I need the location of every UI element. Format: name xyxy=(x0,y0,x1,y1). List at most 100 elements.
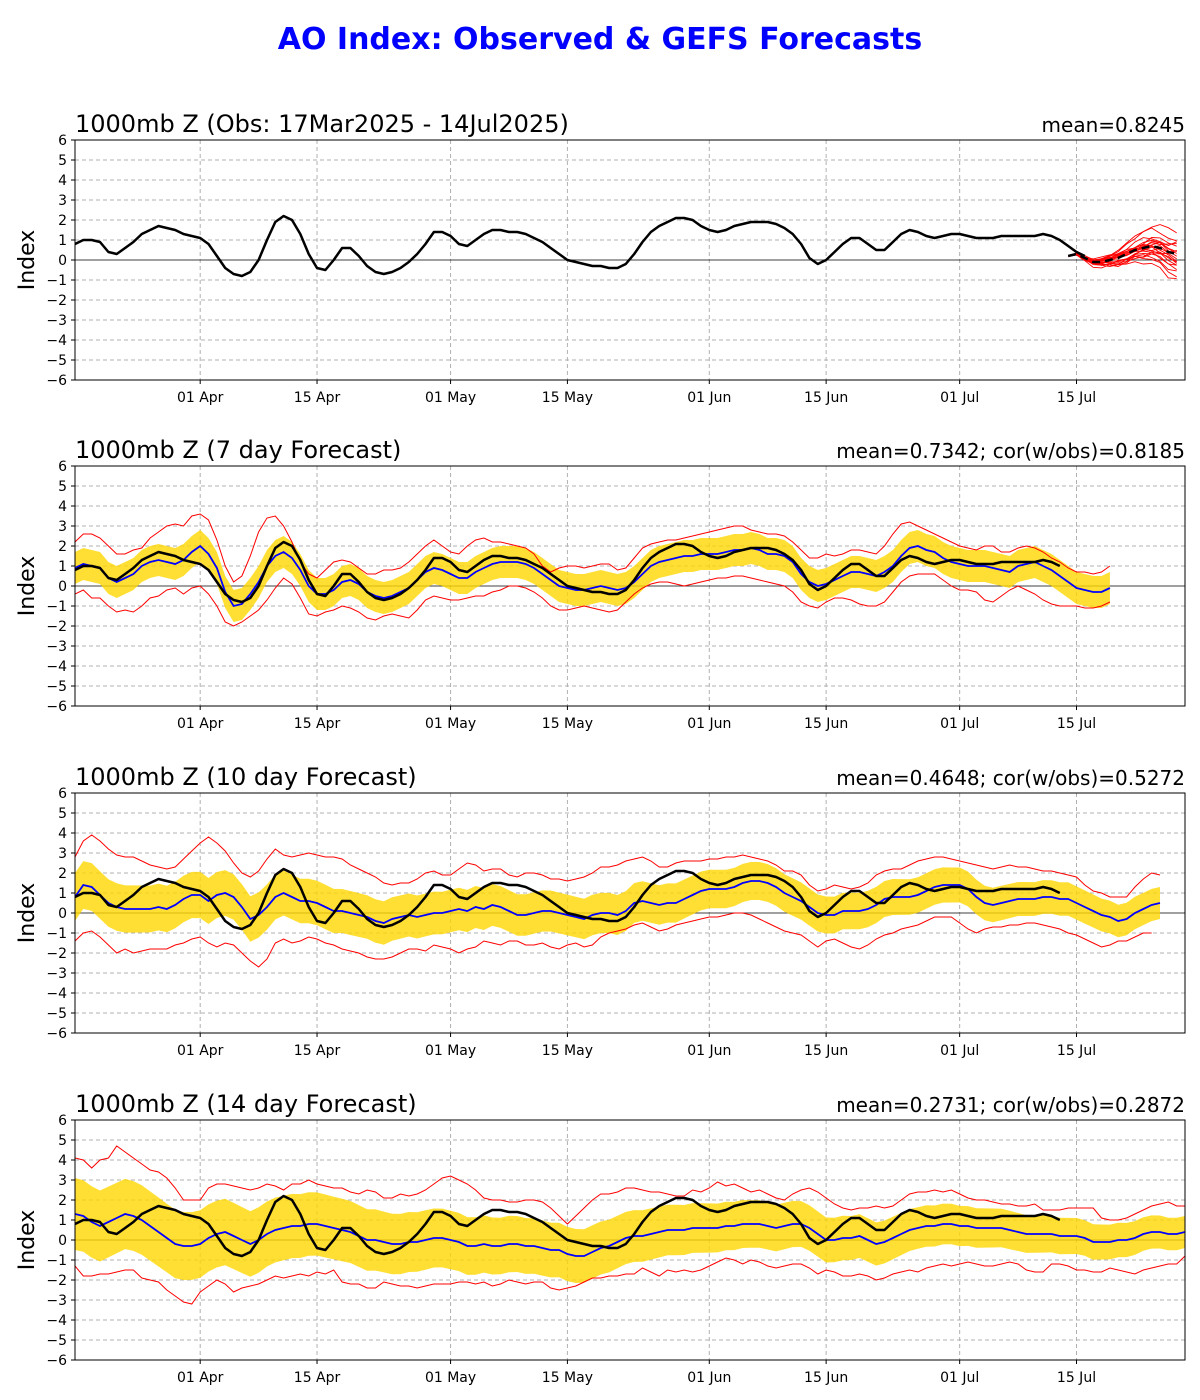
x-tick-label: 01 Apr xyxy=(177,1043,224,1059)
y-tick-label: 6 xyxy=(58,786,67,802)
y-tick-label: −2 xyxy=(46,1273,67,1289)
y-tick-label: −4 xyxy=(46,659,67,675)
x-tick-label: 15 Jul xyxy=(1057,390,1096,406)
observed-line xyxy=(75,540,1061,604)
x-tick-label: 15 Apr xyxy=(294,1370,341,1386)
plot-area xyxy=(75,214,1177,280)
x-tick-label: 15 May xyxy=(542,1043,593,1059)
panel-1: 6 5 4 3 2 1 0 −1 −2 −3 −4 −5 −6 01 Apr 15 Apr 01 May 15 … xyxy=(15,110,1186,406)
y-tick-label: 2 xyxy=(58,1193,67,1209)
x-tick-label: 15 Jun xyxy=(804,390,848,406)
y-tick-label: −3 xyxy=(46,313,67,329)
panel-title: 1000mb Z (Obs: 17Mar2025 - 14Jul2025) xyxy=(75,110,569,138)
observed-line xyxy=(75,214,1086,278)
y-tick-label: −1 xyxy=(46,926,67,942)
y-tick-label: 5 xyxy=(58,806,67,822)
panel-title: 1000mb Z (10 day Forecast) xyxy=(75,763,417,791)
y-tick-label: 4 xyxy=(58,826,67,842)
x-tick-label: 01 May xyxy=(425,1370,476,1386)
x-tick-label: 01 Apr xyxy=(177,1370,224,1386)
x-tick-label: 01 Jul xyxy=(940,1043,979,1059)
envelope-lower-line xyxy=(75,912,1152,968)
y-tick-label: 0 xyxy=(58,253,67,269)
y-tick-label: 3 xyxy=(58,519,67,535)
x-tick-label: 15 Apr xyxy=(294,1043,341,1059)
plot-area xyxy=(75,513,1111,627)
spread-band xyxy=(75,861,1160,945)
panel-stat: mean=0.4648; cor(w/obs)=0.5272 xyxy=(836,766,1185,790)
y-tick-label: 2 xyxy=(58,866,67,882)
x-tick-label: 01 May xyxy=(425,1043,476,1059)
envelope-lower-line xyxy=(75,1255,1185,1305)
y-tick-label: −1 xyxy=(46,273,67,289)
y-tick-label: 1 xyxy=(58,559,67,575)
x-tick-label: 15 May xyxy=(542,716,593,732)
envelope-upper-line xyxy=(75,513,1111,583)
y-axis-label: Index xyxy=(15,556,40,617)
x-tick-label: 15 Jun xyxy=(804,1370,848,1386)
y-tick-label: −6 xyxy=(46,1353,67,1369)
y-tick-label: −5 xyxy=(46,1333,67,1349)
panel-stat: mean=0.2731; cor(w/obs)=0.2872 xyxy=(836,1093,1185,1117)
x-tick-label: 01 Jun xyxy=(687,716,731,732)
y-tick-label: −3 xyxy=(46,639,67,655)
x-tick-label: 01 Apr xyxy=(177,390,224,406)
y-tick-label: −2 xyxy=(46,946,67,962)
y-tick-label: 0 xyxy=(58,1233,67,1249)
spread-band xyxy=(75,530,1110,622)
x-tick-label: 15 May xyxy=(542,1370,593,1386)
panel-title: 1000mb Z (14 day Forecast) xyxy=(75,1090,417,1118)
y-tick-label: 3 xyxy=(58,193,67,209)
ensemble-mean-line xyxy=(1067,244,1177,264)
ensemble-member-line xyxy=(1068,224,1177,261)
y-tick-label: 5 xyxy=(58,153,67,169)
x-tick-label: 01 Jul xyxy=(940,716,979,732)
y-tick-label: 5 xyxy=(58,1133,67,1149)
x-tick-label: 15 Jul xyxy=(1057,716,1096,732)
plot-area xyxy=(75,834,1161,968)
y-tick-label: 2 xyxy=(58,213,67,229)
y-tick-label: −2 xyxy=(46,619,67,635)
y-tick-label: −1 xyxy=(46,1253,67,1269)
ensemble-member-line xyxy=(1068,253,1177,266)
panel-stat: mean=0.8245 xyxy=(1042,113,1185,137)
x-tick-label: 01 May xyxy=(425,390,476,406)
envelope-upper-line xyxy=(75,834,1161,898)
x-tick-label: 15 Apr xyxy=(294,716,341,732)
x-tick-label: 15 May xyxy=(542,390,593,406)
y-tick-label: 5 xyxy=(58,479,67,495)
spread-band xyxy=(75,1178,1185,1283)
y-tick-label: −6 xyxy=(46,699,67,715)
y-tick-label: −5 xyxy=(46,353,67,369)
envelope-lower-line xyxy=(75,573,1111,627)
x-tick-label: 01 Apr xyxy=(177,716,224,732)
y-tick-label: 0 xyxy=(58,906,67,922)
y-tick-label: 2 xyxy=(58,539,67,555)
y-tick-label: −4 xyxy=(46,1313,67,1329)
y-tick-label: −2 xyxy=(46,293,67,309)
x-tick-label: 01 Jun xyxy=(687,390,731,406)
y-tick-label: −3 xyxy=(46,1293,67,1309)
x-tick-label: 15 Jun xyxy=(804,716,848,732)
y-tick-label: −4 xyxy=(46,333,67,349)
y-axis-label: Index xyxy=(15,883,40,944)
y-tick-label: 4 xyxy=(58,499,67,515)
y-tick-label: 6 xyxy=(58,459,67,475)
x-tick-label: 01 Jul xyxy=(940,1370,979,1386)
x-tick-label: 01 Jun xyxy=(687,1370,731,1386)
y-tick-label: −6 xyxy=(46,373,67,389)
panel-stat: mean=0.7342; cor(w/obs)=0.8185 xyxy=(836,439,1185,463)
y-tick-label: 0 xyxy=(58,579,67,595)
y-tick-label: 1 xyxy=(58,886,67,902)
envelope-upper-line xyxy=(75,1145,1185,1225)
y-tick-label: −1 xyxy=(46,599,67,615)
y-tick-label: 6 xyxy=(58,1113,67,1129)
y-tick-label: 4 xyxy=(58,173,67,189)
y-tick-label: −3 xyxy=(46,966,67,982)
panel-3: 6 5 4 3 2 1 0 −1 −2 −3 −4 −5 −6 01 Apr 15 Apr 01 May 15 … xyxy=(15,763,1186,1059)
y-tick-label: −4 xyxy=(46,986,67,1002)
plot-area xyxy=(75,1145,1185,1305)
figure-title: AO Index: Observed & GEFS Forecasts xyxy=(277,22,923,57)
y-tick-label: −5 xyxy=(46,679,67,695)
